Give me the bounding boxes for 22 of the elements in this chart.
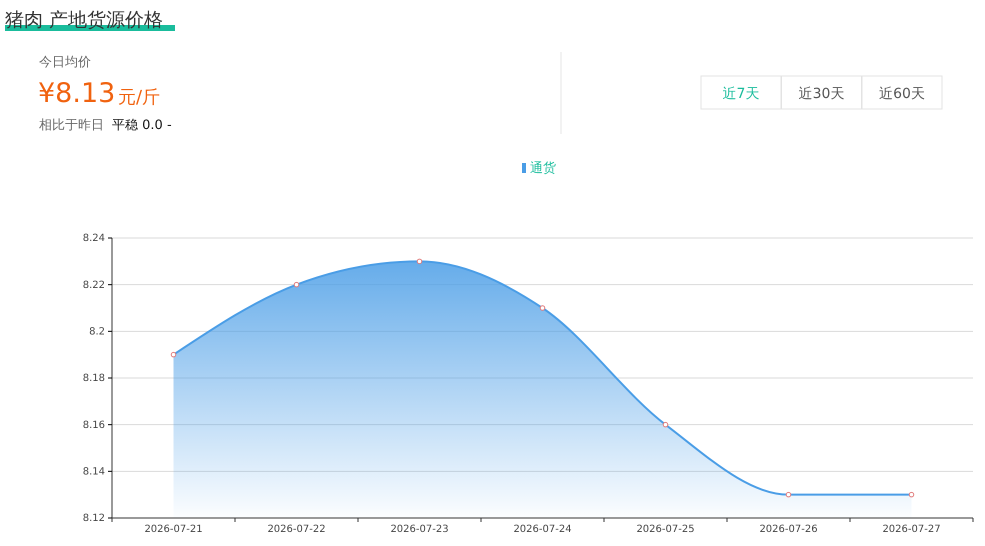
x-tick-label: 2026-07-25 xyxy=(636,524,695,535)
range-button[interactable]: 近30天 xyxy=(781,76,862,110)
y-tick-label: 8.22 xyxy=(82,280,105,291)
x-tick-label: 2026-07-22 xyxy=(267,524,326,535)
range-button[interactable]: 近60天 xyxy=(862,76,942,110)
text: 相比于昨日 xyxy=(39,118,104,133)
text: 平稳 0.0 - xyxy=(112,118,172,133)
x-tick-label: 2026-07-21 xyxy=(144,524,203,535)
y-tick-label: 8.16 xyxy=(82,420,105,431)
x-tick-label: 2026-07-27 xyxy=(882,524,941,535)
y-tick-label: 8.18 xyxy=(82,373,105,384)
x-tick-label: 2026-07-23 xyxy=(390,524,449,535)
y-tick-label: 8.2 xyxy=(89,326,105,338)
text: 今日均价 xyxy=(39,55,91,70)
y-tick-label: 8.12 xyxy=(82,513,105,524)
x-tick-label: 2026-07-26 xyxy=(759,524,818,535)
y-tick-label: 8.14 xyxy=(82,466,105,478)
y-tick-label: 8.24 xyxy=(82,233,105,244)
text: ¥8.13 xyxy=(38,78,116,109)
x-tick-label: 2026-07-24 xyxy=(513,524,572,535)
legend-label: 通货 xyxy=(530,161,556,176)
text: 元/斤 xyxy=(118,87,160,108)
